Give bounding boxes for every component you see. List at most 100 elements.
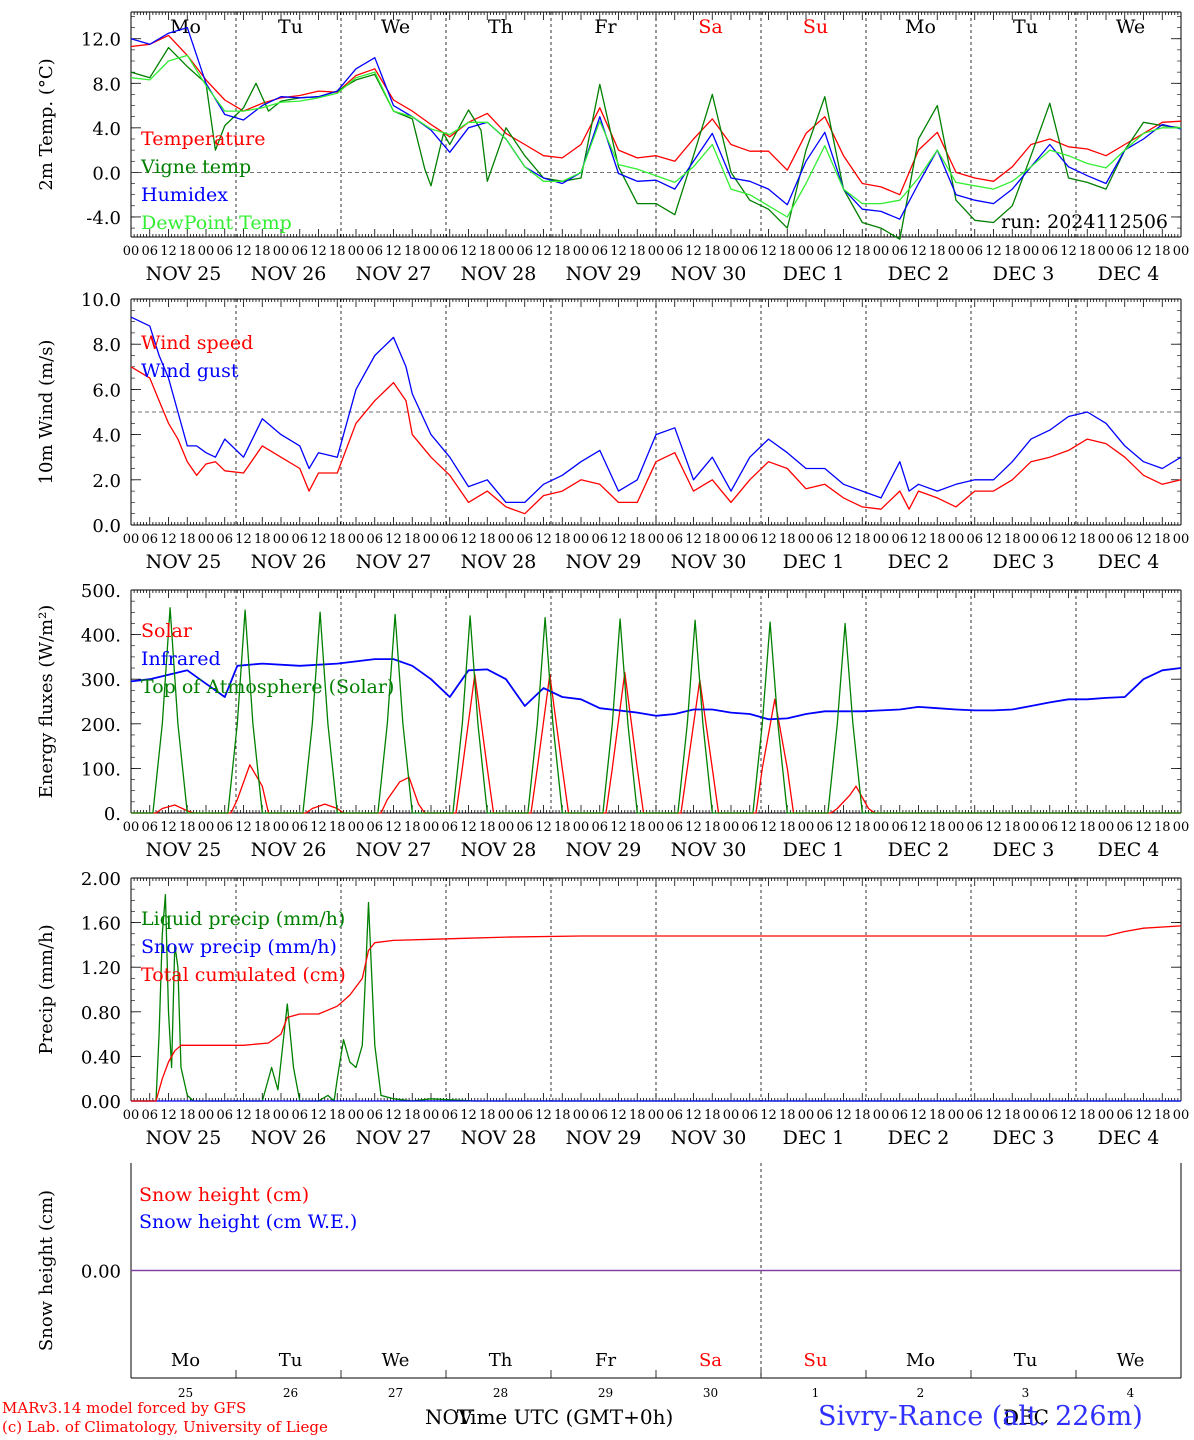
day-number-label: 4	[1127, 1386, 1135, 1400]
hour-tick-label: 00	[348, 820, 365, 835]
hour-tick-label: 06	[1116, 1108, 1133, 1123]
hour-tick-label: 00	[348, 532, 365, 547]
hour-tick-label: 00	[348, 244, 365, 259]
hour-tick-label: 18	[404, 1108, 421, 1123]
hour-tick-label: 00	[798, 820, 815, 835]
station-name: Sivry-Rance (alt. 226m)	[818, 1401, 1143, 1432]
hour-tick-label: 12	[160, 532, 177, 547]
hour-tick-label: 18	[1004, 244, 1021, 259]
date-label: DEC 4	[1098, 1127, 1160, 1149]
hour-tick-label: 12	[835, 532, 852, 547]
y-tick-label: 2.0	[92, 471, 121, 492]
y-tick-label: 0.0	[92, 516, 121, 537]
hour-tick-label: 00	[1173, 820, 1190, 835]
date-label: NOV 25	[146, 263, 222, 285]
date-label: DEC 3	[993, 839, 1055, 861]
hour-tick-label: 12	[835, 820, 852, 835]
weekday-label: Su	[803, 16, 828, 38]
hour-tick-label: 06	[741, 820, 758, 835]
snow-height-panel: Mo 25 Tu 26 We 27 Th 28 Fr 29 Sa 30 Su 1 Mo 2 Tu 3 We 4 NOV D…	[36, 1163, 1182, 1429]
hour-tick-label: 18	[1079, 820, 1096, 835]
hour-tick-label: 06	[891, 820, 908, 835]
hour-tick-label: 06	[666, 1108, 683, 1123]
weekday-label: Mo	[170, 16, 201, 38]
hour-tick-label: 06	[216, 1108, 233, 1123]
y-tick-label: 0.0	[92, 163, 121, 184]
hour-tick-label: 06	[741, 1108, 758, 1123]
weekday-label: We	[381, 16, 410, 38]
hour-tick-label: 18	[629, 1108, 646, 1123]
hour-tick-label: 18	[554, 820, 571, 835]
hour-tick-label: 06	[591, 244, 608, 259]
hour-tick-label: 06	[441, 1108, 458, 1123]
hour-tick-label: 18	[704, 244, 721, 259]
hour-tick-label: 18	[1154, 244, 1171, 259]
hour-tick-label: 00	[873, 244, 890, 259]
hour-tick-label: 00	[273, 532, 290, 547]
hour-tick-label: 00	[798, 532, 815, 547]
hour-tick-label: 12	[760, 532, 777, 547]
hour-tick-label: 00	[873, 1108, 890, 1123]
weekday-label: Su	[804, 1350, 828, 1371]
hour-tick-label: 06	[891, 532, 908, 547]
hour-tick-label: 18	[704, 820, 721, 835]
day-number-label: 29	[598, 1386, 613, 1400]
hour-tick-label: 12	[685, 1108, 702, 1123]
hour-tick-label: 12	[460, 244, 477, 259]
hour-tick-label: 00	[198, 244, 215, 259]
day-number-label: 30	[703, 1386, 718, 1400]
y-tick-label: 12.0	[81, 30, 121, 51]
date-label: NOV 28	[461, 839, 537, 861]
hour-tick-label: 12	[610, 1108, 627, 1123]
hour-tick-label: 12	[535, 244, 552, 259]
hour-tick-label: 18	[929, 820, 946, 835]
hour-tick-label: 00	[123, 1108, 140, 1123]
series-line-infrared	[130, 658, 1182, 721]
hour-tick-label: 00	[648, 1108, 665, 1123]
hour-tick-label: 00	[648, 820, 665, 835]
date-label: NOV 28	[461, 551, 537, 573]
hour-tick-label: 06	[141, 820, 158, 835]
date-label: DEC 3	[993, 551, 1055, 573]
hour-tick-label: 06	[1116, 820, 1133, 835]
hour-tick-label: 12	[610, 820, 627, 835]
hour-tick-label: 06	[666, 532, 683, 547]
y-tick-label: 0.40	[81, 1047, 121, 1068]
legend-entry: Solar	[141, 620, 193, 642]
y-tick-label: 0.	[104, 804, 121, 825]
hour-tick-label: 12	[235, 820, 252, 835]
hour-tick-label: 06	[816, 820, 833, 835]
hour-tick-label: 06	[441, 820, 458, 835]
hour-tick-label: 06	[816, 532, 833, 547]
weekday-label: Mo	[171, 1350, 200, 1371]
hour-tick-label: 00	[1023, 532, 1040, 547]
hour-tick-label: 12	[1060, 244, 1077, 259]
legend-entry: Snow precip (mm/h)	[141, 936, 337, 958]
hour-tick-label: 06	[366, 1108, 383, 1123]
y-tick-label: -4.0	[86, 208, 121, 229]
hour-tick-label: 00	[573, 820, 590, 835]
hour-tick-label: 18	[1079, 244, 1096, 259]
hour-tick-label: 00	[423, 820, 440, 835]
hour-tick-label: 12	[160, 820, 177, 835]
hour-tick-label: 12	[835, 244, 852, 259]
model-credit: MARv3.14 model forced by GFS (c) Lab. of…	[2, 1399, 328, 1437]
hour-tick-label: 06	[516, 532, 533, 547]
hour-tick-label: 18	[179, 820, 196, 835]
hour-tick-label: 12	[160, 1108, 177, 1123]
hour-tick-label: 12	[1135, 820, 1152, 835]
hour-tick-label: 00	[1023, 1108, 1040, 1123]
y-tick-label: 8.0	[92, 74, 121, 95]
hour-tick-label: 06	[1116, 532, 1133, 547]
date-label: NOV 30	[671, 839, 747, 861]
y-tick-label: 8.0	[92, 335, 121, 356]
hour-tick-label: 00	[1098, 1108, 1115, 1123]
date-label: NOV 26	[251, 551, 327, 573]
hour-tick-label: 00	[198, 820, 215, 835]
hour-tick-label: 12	[1135, 244, 1152, 259]
hour-tick-label: 12	[910, 820, 927, 835]
run-annotation: run: 2024112506	[1001, 211, 1168, 233]
hour-tick-label: 18	[854, 244, 871, 259]
date-label: DEC 4	[1098, 551, 1160, 573]
hour-tick-label: 06	[441, 244, 458, 259]
